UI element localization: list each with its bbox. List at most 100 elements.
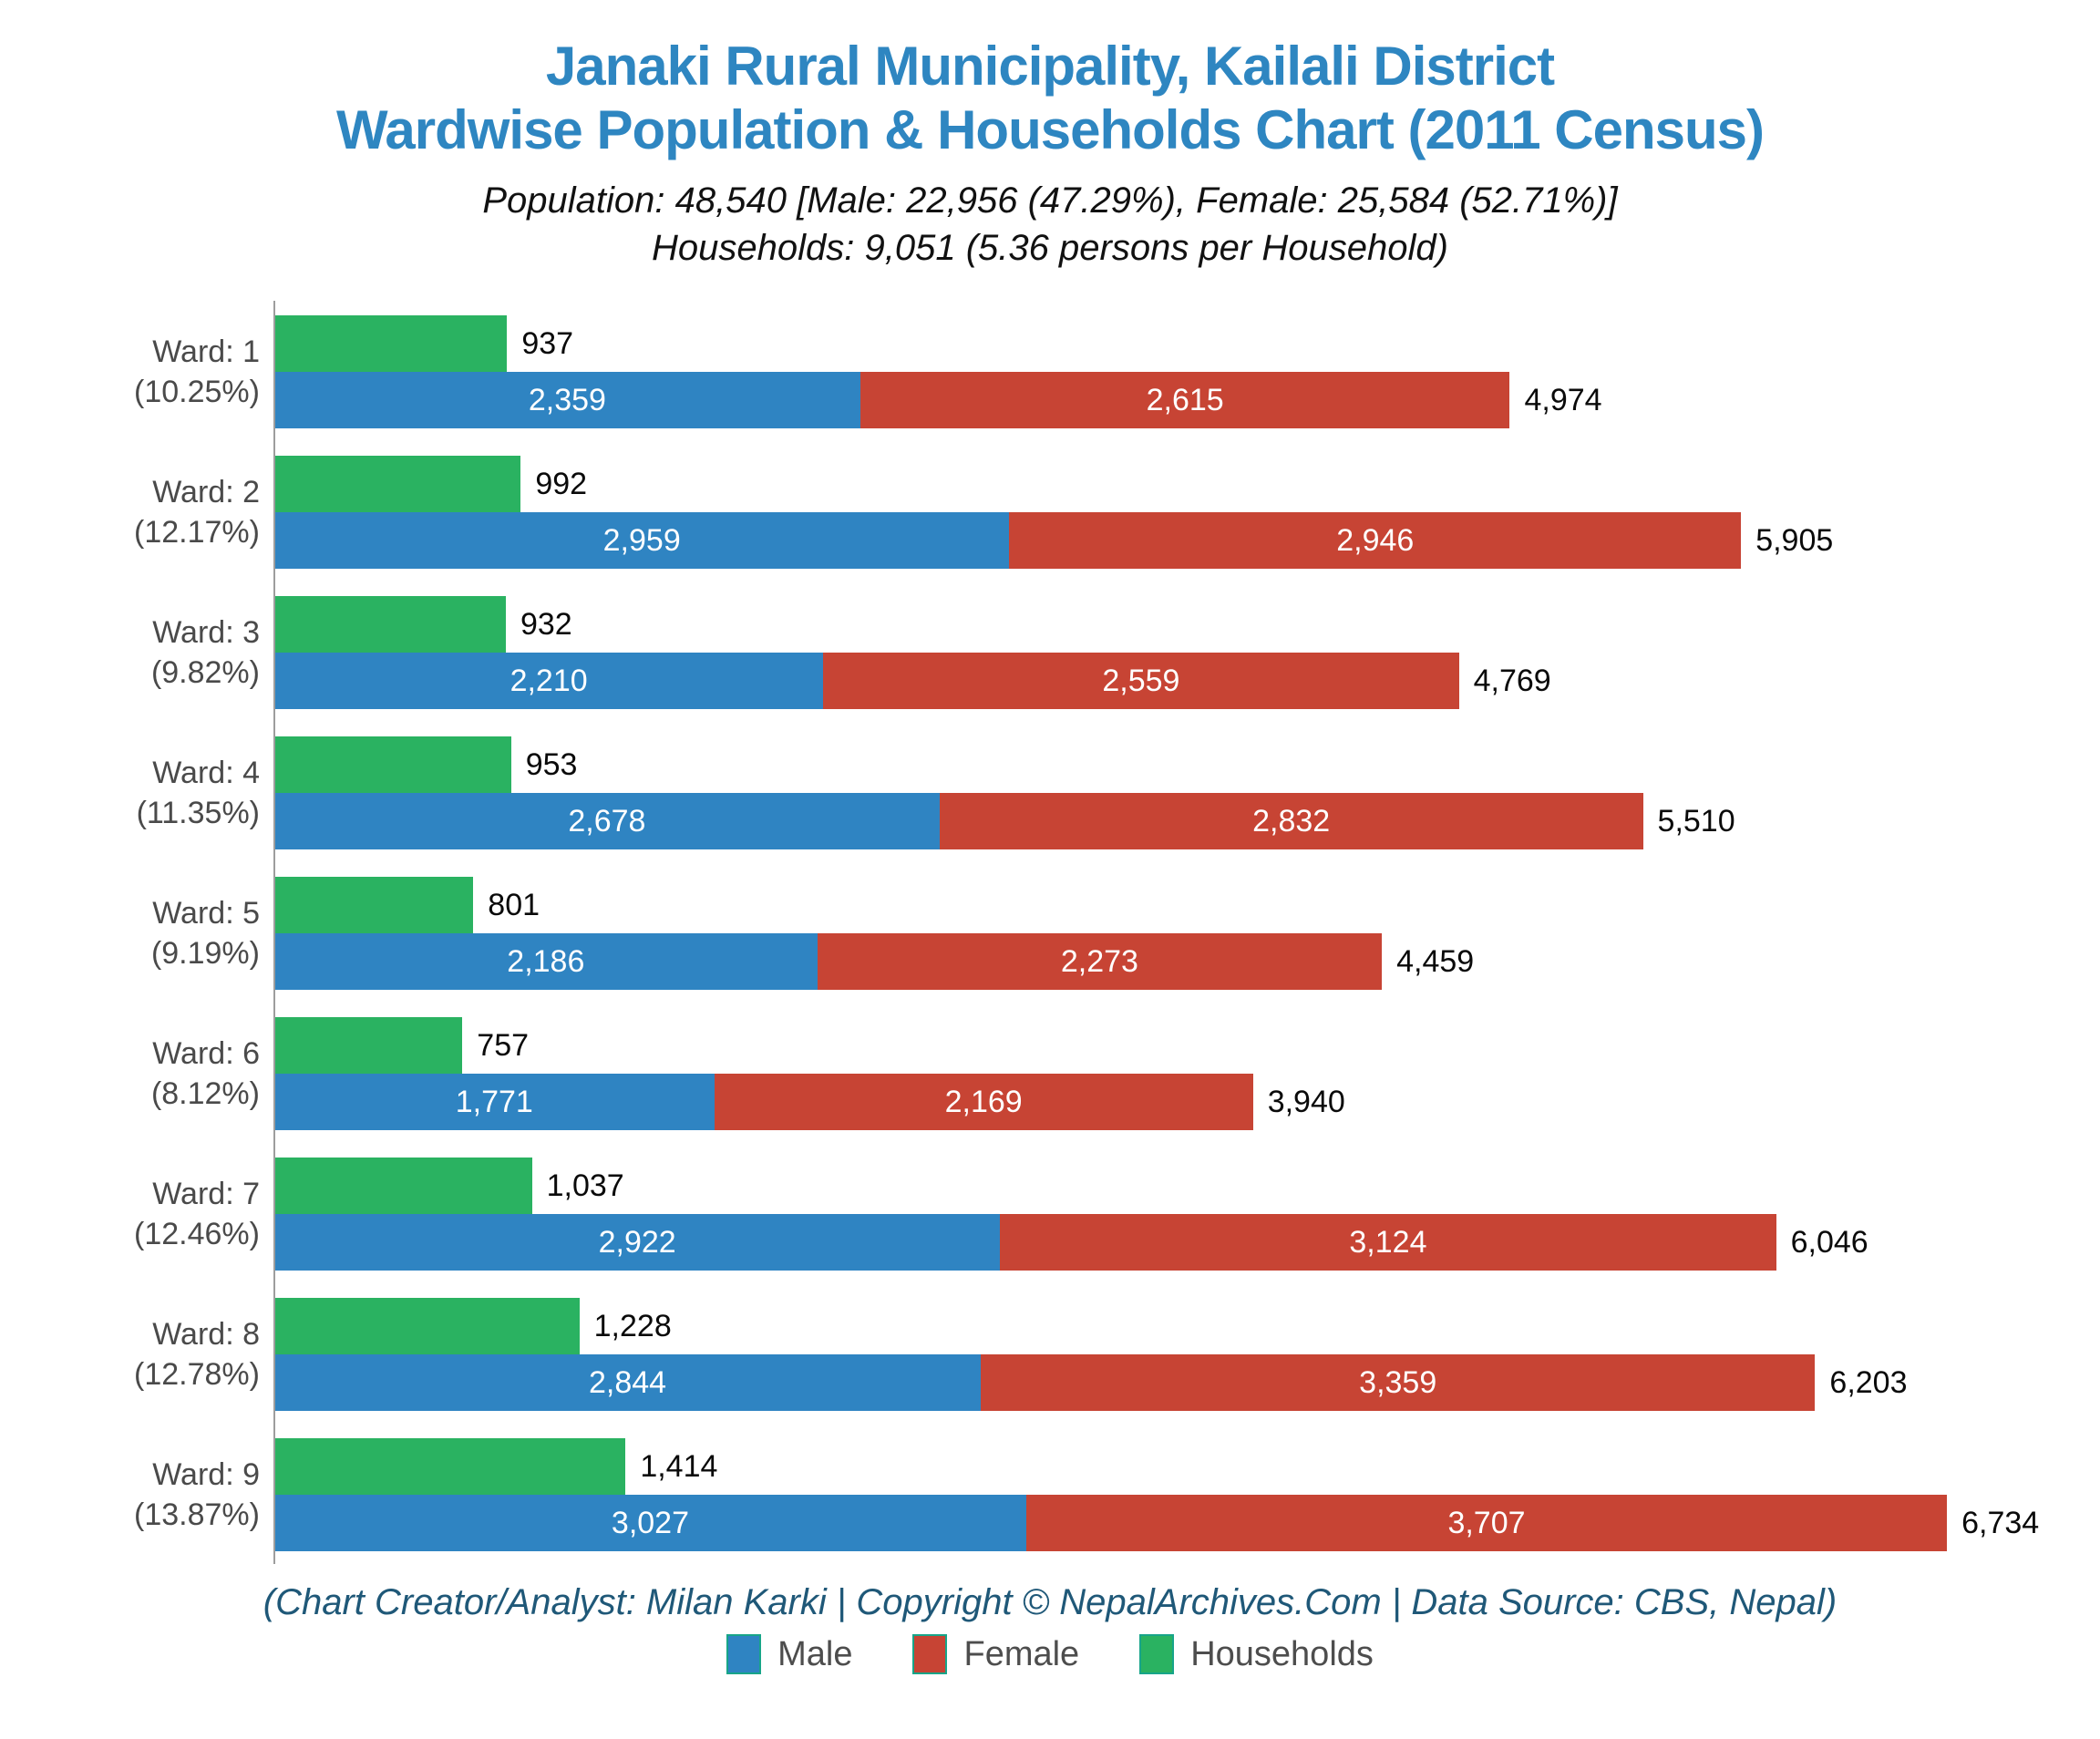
ward-name: Ward: 2 — [152, 474, 260, 509]
households-bar-line: 953 — [274, 736, 2100, 794]
total-value: 6,046 — [1790, 1224, 1868, 1260]
ward-percent: (11.35%) — [136, 796, 260, 831]
population-bar-line: 2,678 2,832 5,510 — [274, 793, 2100, 850]
ward-name: Ward: 1 — [152, 334, 260, 369]
male-bar: 2,922 — [274, 1214, 1001, 1271]
ward-bars: 1,037 2,922 3,124 6,046 — [274, 1158, 2100, 1271]
ward-row: Ward: 8 (12.78%) 1,228 2,844 3,359 6,203 — [0, 1298, 2100, 1412]
male-value: 2,844 — [588, 1364, 667, 1400]
ward-percent: (10.25%) — [134, 375, 260, 410]
ward-label: Ward: 6 (8.12%) — [0, 1017, 274, 1130]
female-bar: 3,359 — [981, 1354, 1816, 1412]
male-value: 2,210 — [510, 663, 588, 698]
households-bar — [274, 596, 506, 653]
households-bar-line: 992 — [274, 456, 2100, 513]
female-bar: 2,169 — [714, 1074, 1253, 1131]
male-bar: 2,359 — [274, 372, 860, 429]
households-value: 757 — [477, 1027, 530, 1063]
households-value: 801 — [488, 887, 540, 922]
households-bar-line: 937 — [274, 315, 2100, 373]
female-bar: 2,615 — [860, 372, 1510, 429]
female-value: 2,169 — [944, 1084, 1023, 1119]
male-bar: 2,844 — [274, 1354, 982, 1412]
households-bar-line: 1,414 — [274, 1438, 2100, 1496]
households-value: 1,037 — [546, 1168, 624, 1203]
ward-row: Ward: 7 (12.46%) 1,037 2,922 3,124 6,046 — [0, 1158, 2100, 1271]
total-value: 4,974 — [1524, 382, 1602, 417]
households-bar-line: 801 — [274, 877, 2100, 934]
male-bar: 3,027 — [274, 1495, 1026, 1552]
ward-bars: 757 1,771 2,169 3,940 — [274, 1017, 2100, 1131]
households-bar-line: 1,228 — [274, 1298, 2100, 1355]
female-value: 3,359 — [1359, 1364, 1437, 1400]
male-value: 1,771 — [455, 1084, 533, 1119]
ward-bars: 932 2,210 2,559 4,769 — [274, 596, 2100, 710]
households-value: 1,228 — [593, 1308, 672, 1343]
households-value: 953 — [525, 746, 578, 782]
population-bar-line: 2,959 2,946 5,905 — [274, 512, 2100, 570]
chart-title-line2: Wardwise Population & Households Chart (… — [335, 99, 1765, 161]
ward-percent: (13.87%) — [134, 1497, 260, 1533]
chart-subtitle-line2: Households: 9,051 (5.36 persons per Hous… — [652, 228, 1448, 269]
households-bar-line: 932 — [274, 596, 2100, 653]
female-bar: 2,273 — [817, 933, 1383, 991]
female-value: 2,615 — [1146, 382, 1224, 417]
total-value: 6,734 — [1961, 1505, 2040, 1540]
chart-subtitle-line1: Population: 48,540 [Male: 22,956 (47.29%… — [482, 180, 1618, 221]
population-bar-line: 2,186 2,273 4,459 — [274, 933, 2100, 991]
female-bar: 2,559 — [823, 653, 1459, 710]
legend-item-male: Male — [726, 1634, 853, 1675]
households-value: 1,414 — [640, 1448, 718, 1484]
households-value: 992 — [535, 466, 588, 501]
ward-percent: (9.19%) — [150, 936, 260, 972]
female-value: 2,946 — [1336, 522, 1415, 558]
households-bar — [274, 1158, 532, 1215]
female-bar: 3,124 — [1000, 1214, 1776, 1271]
ward-label: Ward: 3 (9.82%) — [0, 596, 274, 709]
male-value: 2,922 — [598, 1224, 676, 1260]
ward-row: Ward: 3 (9.82%) 932 2,210 2,559 4,769 — [0, 596, 2100, 710]
ward-name: Ward: 7 — [152, 1176, 260, 1211]
total-value: 5,905 — [1755, 522, 1834, 558]
ward-label: Ward: 5 (9.19%) — [0, 877, 274, 990]
households-bar-line: 757 — [274, 1017, 2100, 1075]
households-bar-line: 1,037 — [274, 1158, 2100, 1215]
ward-label: Ward: 1 (10.25%) — [0, 315, 274, 428]
ward-name: Ward: 4 — [152, 755, 260, 790]
male-value: 2,359 — [528, 382, 606, 417]
ward-row: Ward: 6 (8.12%) 757 1,771 2,169 3,940 — [0, 1017, 2100, 1131]
ward-name: Ward: 8 — [152, 1316, 260, 1352]
population-bar-line: 2,922 3,124 6,046 — [274, 1214, 2100, 1271]
total-value: 4,459 — [1396, 943, 1475, 979]
ward-name: Ward: 3 — [152, 614, 260, 650]
female-value: 2,273 — [1060, 943, 1138, 979]
households-value: 932 — [520, 606, 572, 642]
legend-label-female: Female — [963, 1634, 1080, 1673]
chart-title: Janaki Rural Municipality, Kailali Distr… — [0, 35, 2100, 162]
legend-swatch-households — [1139, 1634, 1175, 1675]
male-value: 2,678 — [568, 803, 646, 839]
ward-name: Ward: 6 — [152, 1035, 260, 1071]
ward-name: Ward: 9 — [152, 1456, 260, 1492]
households-bar — [274, 315, 508, 373]
ward-percent: (12.46%) — [134, 1217, 260, 1252]
households-bar — [274, 456, 521, 513]
households-bar — [274, 736, 511, 794]
female-value: 2,832 — [1252, 803, 1331, 839]
households-value: 937 — [521, 325, 574, 361]
chart-title-line1: Janaki Rural Municipality, Kailali Distr… — [545, 36, 1555, 97]
ward-bars: 953 2,678 2,832 5,510 — [274, 736, 2100, 850]
female-value: 2,559 — [1102, 663, 1180, 698]
ward-percent: (8.12%) — [150, 1076, 260, 1112]
male-value: 3,027 — [611, 1505, 689, 1540]
legend-item-female: Female — [912, 1634, 1080, 1675]
households-bar — [274, 1017, 463, 1075]
chart-canvas: Janaki Rural Municipality, Kailali Distr… — [0, 35, 2100, 1739]
male-bar: 2,678 — [274, 793, 940, 850]
ward-label: Ward: 2 (12.17%) — [0, 456, 274, 569]
population-bar-line: 3,027 3,707 6,734 — [274, 1495, 2100, 1552]
legend-label-male: Male — [777, 1634, 853, 1673]
chart-subtitle: Population: 48,540 [Male: 22,956 (47.29%… — [0, 177, 2100, 272]
population-bar-line: 1,771 2,169 3,940 — [274, 1074, 2100, 1131]
ward-label: Ward: 7 (12.46%) — [0, 1158, 274, 1271]
